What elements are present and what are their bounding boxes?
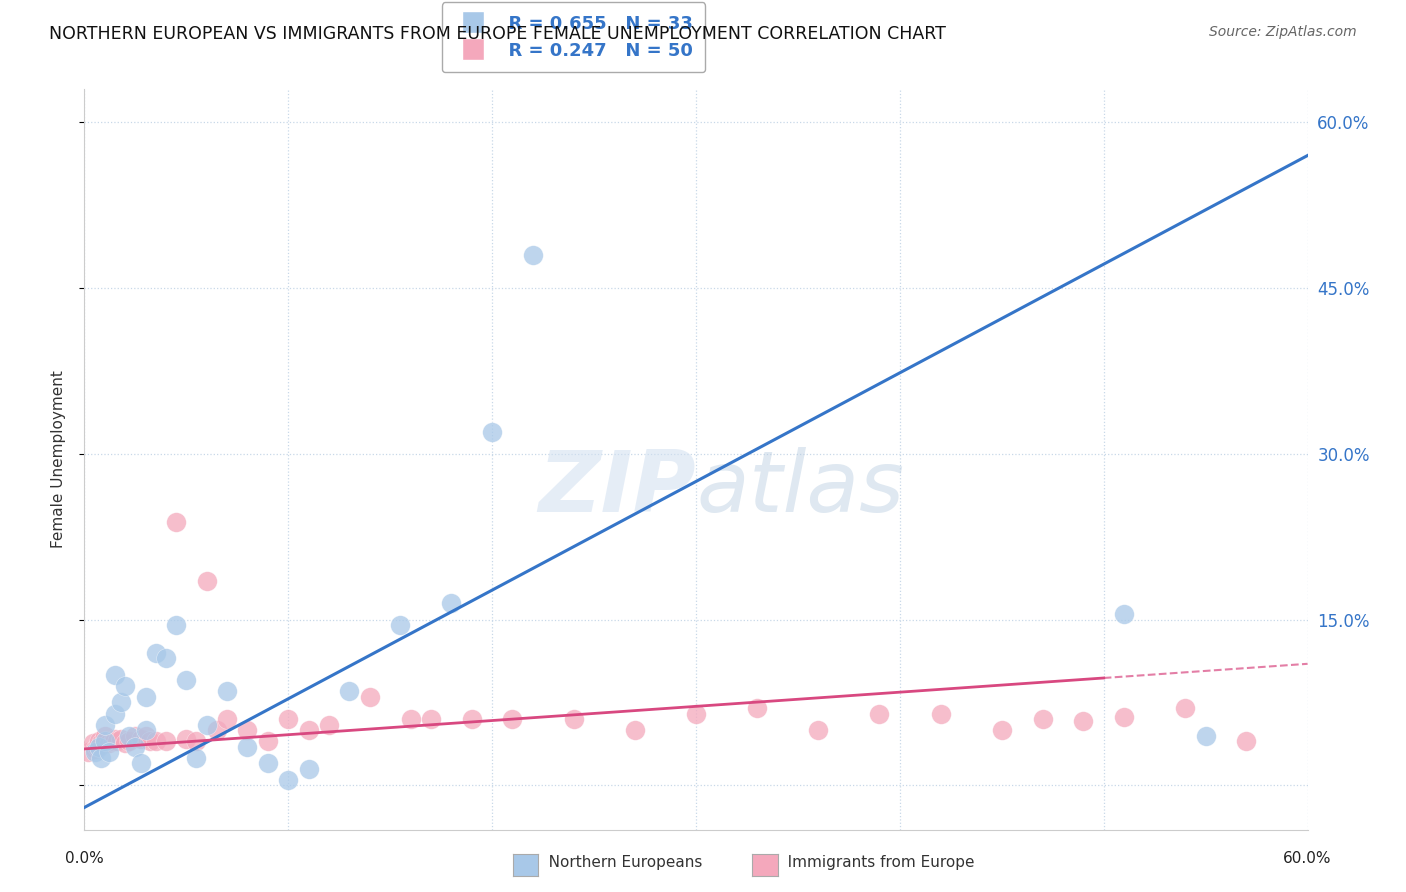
Point <box>298 723 321 738</box>
Point <box>522 248 544 262</box>
Point <box>87 739 110 754</box>
Point <box>104 706 127 721</box>
Point <box>186 734 208 748</box>
Text: Source: ZipAtlas.com: Source: ZipAtlas.com <box>1209 25 1357 39</box>
Legend:   R = 0.655   N = 33,   R = 0.247   N = 50: R = 0.655 N = 33, R = 0.247 N = 50 <box>441 2 706 72</box>
Point <box>195 717 218 731</box>
Point <box>461 712 484 726</box>
Point <box>97 736 120 750</box>
Text: NORTHERN EUROPEAN VS IMMIGRANTS FROM EUROPE FEMALE UNEMPLOYMENT CORRELATION CHAR: NORTHERN EUROPEAN VS IMMIGRANTS FROM EUR… <box>49 25 946 43</box>
Point <box>145 646 167 660</box>
Point <box>105 734 128 748</box>
Point <box>624 723 647 738</box>
Point <box>1114 710 1136 724</box>
Point <box>155 734 177 748</box>
Text: 60.0%: 60.0% <box>1284 851 1331 866</box>
Point <box>1195 729 1218 743</box>
Point <box>339 684 361 698</box>
Point <box>83 742 105 756</box>
Point <box>399 712 422 726</box>
Point <box>165 618 187 632</box>
Point <box>257 756 280 771</box>
Point <box>277 772 299 787</box>
Text: Immigrants from Europe: Immigrants from Europe <box>773 855 974 870</box>
Point <box>929 706 952 721</box>
Point <box>174 731 197 746</box>
Point <box>1174 701 1197 715</box>
Point <box>114 736 136 750</box>
Point <box>82 736 104 750</box>
Point <box>83 745 105 759</box>
Point <box>131 756 153 771</box>
Point <box>145 734 167 748</box>
Point <box>93 717 115 731</box>
Point <box>318 717 340 731</box>
Point <box>135 723 157 738</box>
Point <box>1114 607 1136 621</box>
Point <box>110 696 132 710</box>
Point <box>1032 712 1054 726</box>
Point <box>359 690 381 704</box>
Point <box>118 729 141 743</box>
Y-axis label: Female Unemployment: Female Unemployment <box>51 370 66 549</box>
Point <box>217 684 239 698</box>
Point <box>114 679 136 693</box>
Point <box>124 729 146 743</box>
Point <box>90 750 112 764</box>
Point <box>124 739 146 754</box>
Point <box>420 712 443 726</box>
Point <box>165 516 187 530</box>
Point <box>389 618 412 632</box>
Point <box>747 701 769 715</box>
Point <box>257 734 280 748</box>
Point <box>104 731 127 746</box>
Point <box>195 574 218 588</box>
Point <box>131 731 153 746</box>
Text: atlas: atlas <box>696 448 904 531</box>
Point <box>135 690 157 704</box>
Point <box>101 734 124 748</box>
Point <box>205 723 228 738</box>
Point <box>217 712 239 726</box>
Point <box>110 731 132 746</box>
Point <box>77 745 100 759</box>
Text: ZIP: ZIP <box>538 448 696 531</box>
Point <box>90 736 112 750</box>
Text: 0.0%: 0.0% <box>65 851 104 866</box>
Point <box>135 729 157 743</box>
Point <box>93 734 115 748</box>
Point <box>93 734 115 748</box>
Point <box>236 739 259 754</box>
Point <box>93 729 115 743</box>
Point <box>481 425 503 439</box>
Point <box>155 651 177 665</box>
Point <box>86 739 108 754</box>
Point <box>1236 734 1258 748</box>
Point <box>277 712 299 726</box>
Point <box>104 668 127 682</box>
Point <box>991 723 1014 738</box>
Point <box>87 734 110 748</box>
Point <box>807 723 830 738</box>
Point <box>869 706 891 721</box>
Point <box>118 734 141 748</box>
Point <box>97 745 120 759</box>
Point <box>440 596 463 610</box>
Point <box>236 723 259 738</box>
Point <box>138 734 160 748</box>
Point <box>186 750 208 764</box>
Point <box>174 673 197 688</box>
Point <box>298 762 321 776</box>
Point <box>502 712 524 726</box>
Text: Northern Europeans: Northern Europeans <box>534 855 703 870</box>
Point <box>562 712 585 726</box>
Point <box>685 706 707 721</box>
Point <box>1073 714 1095 729</box>
